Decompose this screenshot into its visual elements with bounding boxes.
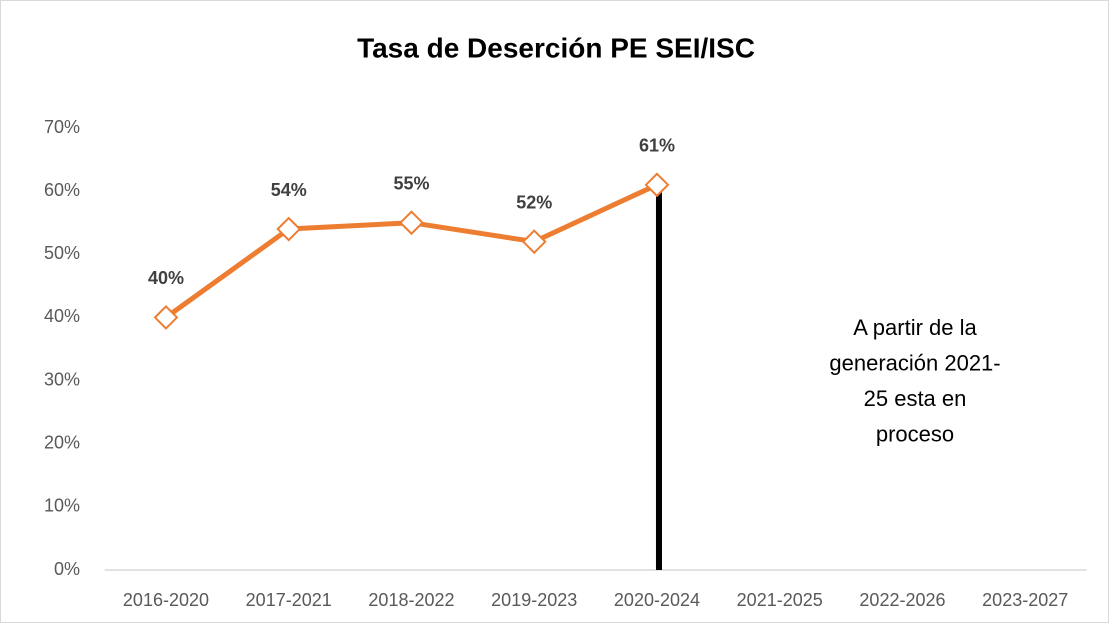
marker <box>153 305 179 330</box>
y-tick-label: 20% <box>44 432 80 452</box>
y-tick-label: 0% <box>54 559 80 579</box>
x-tick-label: 2020-2024 <box>614 590 700 610</box>
annotation: A partir de la <box>853 315 977 340</box>
marker <box>644 172 670 198</box>
x-tick-label: 2016-2020 <box>123 590 209 610</box>
y-tick-label: 70% <box>44 117 80 137</box>
y-tick-label: 40% <box>44 306 80 326</box>
x-tick-label: 2023-2027 <box>982 590 1068 610</box>
chart-title: Tasa de Deserción PE SEI/ISC <box>357 32 755 63</box>
data-label: 61% <box>639 136 675 156</box>
x-tick-label: 2019-2023 <box>491 590 577 610</box>
data-label: 52% <box>516 192 552 212</box>
marker <box>521 229 547 255</box>
marker <box>276 216 302 242</box>
x-tick-label: 2022-2026 <box>859 590 945 610</box>
annotation: 25 esta en <box>864 386 967 411</box>
y-tick-label: 30% <box>44 369 80 389</box>
annotation: proceso <box>876 421 954 446</box>
data-label: 54% <box>271 180 307 200</box>
marker <box>399 210 424 236</box>
y-tick-label: 10% <box>44 496 80 516</box>
y-tick-label: 60% <box>44 180 80 200</box>
x-tick-label: 2021-2025 <box>737 590 823 610</box>
annotation: generación 2021- <box>829 350 1000 375</box>
x-tick-label: 2018-2022 <box>368 590 454 610</box>
data-label: 40% <box>148 268 184 288</box>
y-tick-label: 50% <box>44 243 80 263</box>
data-label: 55% <box>393 173 429 193</box>
x-tick-label: 2017-2021 <box>246 590 332 610</box>
